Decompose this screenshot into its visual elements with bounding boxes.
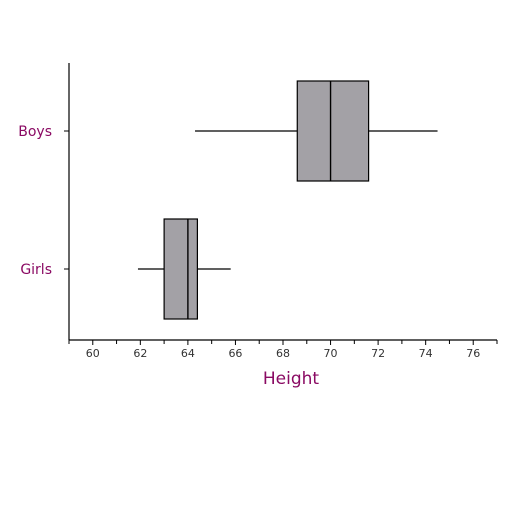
- x-tick-label: 76: [466, 347, 480, 360]
- axes: [68, 63, 497, 341]
- category-label-boys: Boys: [18, 124, 52, 140]
- y-axis-ticks: Boys Girls: [18, 124, 69, 278]
- x-tick-label: 74: [419, 347, 433, 360]
- iqr-box-boys: [296, 80, 370, 182]
- category-label-girls: Girls: [20, 262, 52, 278]
- x-tick-label: 66: [228, 347, 242, 360]
- box-girls: [137, 218, 231, 320]
- box-series: [137, 80, 438, 320]
- x-tick-label: 62: [133, 347, 147, 360]
- box-boys: [195, 80, 438, 182]
- x-tick-label: 64: [181, 347, 195, 360]
- x-tick-label: 70: [324, 347, 338, 360]
- x-tick-label: 60: [86, 347, 100, 360]
- iqr-box-girls: [163, 218, 199, 320]
- x-axis-title: Height: [263, 369, 320, 389]
- x-tick-label: 68: [276, 347, 290, 360]
- x-axis-ticks: 60 62 64 66 68 70 72 74 76: [68, 340, 498, 360]
- x-tick-label: 72: [371, 347, 385, 360]
